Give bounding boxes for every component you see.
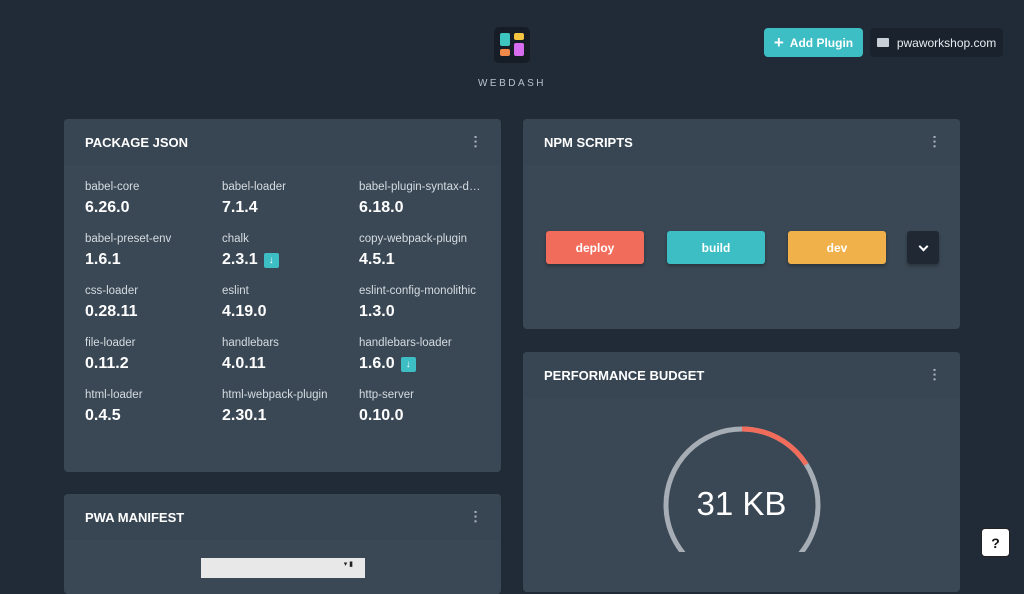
more-scripts-button[interactable] (907, 231, 939, 264)
package-name: copy-webpack-plugin (359, 233, 468, 245)
package-version: 4.19.0 (222, 303, 267, 320)
folder-icon (876, 38, 889, 47)
package-item: http-server 0.10.0 (359, 389, 496, 425)
card-title: PWA MANIFEST (85, 509, 185, 525)
card-title: PACKAGE JSON (85, 134, 189, 150)
package-name: babel-loader (222, 181, 286, 193)
package-item: babel-preset-env 1.6.1 (85, 233, 222, 269)
gauge-used-arc (663, 426, 821, 552)
package-item: html-webpack-plugin 2.30.1 (222, 389, 359, 425)
script-button-build[interactable]: build (667, 231, 765, 264)
package-name: chalk (222, 233, 249, 245)
npm-scripts-card: NPM SCRIPTS ··· (523, 119, 960, 329)
package-version: 4.5.1 (359, 251, 395, 268)
package-version: 6.26.0 (85, 199, 130, 216)
package-version: 1.6.1 (85, 251, 121, 268)
package-name: http-server (359, 389, 414, 401)
package-name: html-webpack-plugin (222, 389, 328, 401)
package-name: file-loader (85, 337, 136, 349)
package-version: 2.30.1 (222, 407, 267, 424)
script-button-deploy[interactable]: deploy (546, 231, 644, 264)
package-name: html-loader (85, 389, 143, 401)
budget-value: 31 KB (696, 485, 787, 522)
package-version: 0.28.11 (85, 303, 138, 320)
package-name: css-loader (85, 285, 139, 297)
package-version: 4.0.11 (222, 355, 266, 372)
plus-icon: + (773, 32, 784, 52)
package-name: babel-core (85, 181, 140, 193)
package-name: eslint-config-monolithic (359, 285, 476, 297)
more-icon[interactable]: ··· (468, 135, 484, 149)
package-item: copy-webpack-plugin 4.5.1 (359, 233, 496, 269)
site-button[interactable]: pwaworkshop.com (870, 28, 1003, 57)
manifest-preview: ▾ ▮ (201, 558, 365, 578)
package-version: 0.10.0 (359, 407, 404, 424)
package-version: 0.4.5 (85, 407, 121, 424)
package-version: 2.3.1 (222, 251, 258, 268)
package-version: 1.6.0 (359, 355, 395, 372)
script-button-dev[interactable]: dev (788, 231, 886, 264)
package-item: css-loader 0.28.11 (85, 285, 222, 321)
package-item: babel-plugin-syntax-dynamic-import 6.18.0 (359, 181, 496, 217)
package-name: babel-preset-env (85, 233, 172, 245)
package-name: handlebars-loader (359, 337, 452, 349)
more-icon[interactable]: ··· (927, 135, 943, 149)
add-plugin-button[interactable]: + Add Plugin (764, 28, 863, 57)
package-item: babel-loader 7.1.4 (222, 181, 359, 217)
package-item: file-loader 0.11.2 (85, 337, 222, 373)
package-name: eslint (222, 285, 249, 297)
package-item: eslint 4.19.0 (222, 285, 359, 321)
update-available-icon[interactable]: ↓ (263, 252, 279, 268)
webdash-logo (494, 27, 530, 63)
pwa-manifest-card: PWA MANIFEST ··· ▾ ▮ (64, 494, 501, 594)
package-name: babel-plugin-syntax-dynamic-import (359, 181, 481, 193)
package-item: babel-core 6.26.0 (85, 181, 222, 217)
package-name: handlebars (222, 337, 279, 349)
budget-gauge (663, 426, 821, 552)
brand-name: WEBDASH (477, 78, 547, 89)
package-version: 1.3.0 (359, 303, 395, 320)
card-title: PERFORMANCE BUDGET (544, 367, 705, 383)
performance-budget-card: PERFORMANCE BUDGET ··· 31 KB (523, 352, 960, 592)
update-available-icon[interactable]: ↓ (400, 356, 416, 372)
package-item: handlebars 4.0.11 (222, 337, 359, 373)
more-icon[interactable]: ··· (927, 368, 943, 382)
help-button[interactable]: ? (981, 528, 1010, 557)
more-icon[interactable]: ··· (468, 510, 484, 524)
chevron-down-icon (918, 241, 928, 251)
package-json-card: PACKAGE JSON ··· babel-core 6.26.0 babel-lo… (64, 119, 501, 472)
package-version: 6.18.0 (359, 199, 404, 216)
package-version: 7.1.4 (222, 199, 258, 216)
package-item: chalk 2.3.1 ↓ (222, 233, 359, 269)
package-item: html-loader 0.4.5 (85, 389, 222, 425)
card-title: NPM SCRIPTS (544, 134, 633, 150)
package-version: 0.11.2 (85, 355, 129, 372)
package-item: handlebars-loader 1.6.0 ↓ (359, 337, 496, 373)
package-item: eslint-config-monolithic 1.3.0 (359, 285, 496, 321)
